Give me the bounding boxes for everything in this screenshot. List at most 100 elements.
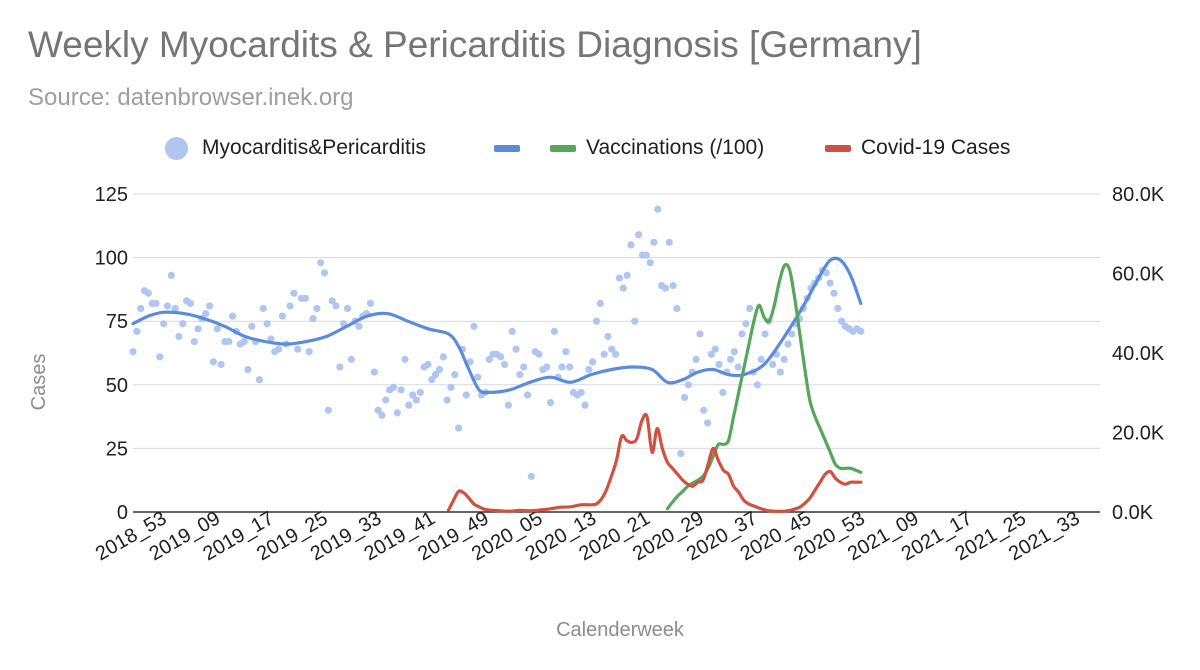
scatter-point (336, 363, 344, 371)
scatter-point (332, 302, 340, 310)
scatter-point (661, 284, 670, 292)
scatter-point (259, 304, 267, 313)
scatter-point (520, 363, 528, 371)
scatter-point (508, 327, 516, 335)
scatter-point (405, 401, 413, 409)
scatter-point (171, 304, 179, 313)
scatter-point (623, 271, 631, 280)
scatter-point (317, 259, 325, 267)
scatter-point (546, 399, 555, 407)
scatter-point (194, 325, 202, 333)
scatter-point (577, 388, 585, 397)
scatter-point (432, 371, 440, 379)
scatter-point (129, 348, 137, 356)
legend-item-trendline[interactable] (494, 131, 530, 165)
scatter-point (562, 348, 570, 356)
scatter-point (612, 350, 620, 358)
legend-item-myocarditis[interactable]: Myocarditis&Pericarditis (165, 131, 426, 165)
scatter-point (240, 337, 248, 346)
scatter-point (604, 332, 612, 341)
scatter-point (343, 304, 352, 313)
y-tick-label: 125 (95, 184, 128, 206)
scatter-point (834, 304, 842, 313)
scatter-point (439, 353, 447, 361)
scatter-point (324, 406, 332, 414)
scatter-point (527, 472, 535, 480)
scatter-point (608, 345, 616, 353)
legend: Myocarditis&Pericarditis Vaccinations (/… (0, 131, 1200, 165)
scatter-point (466, 358, 474, 366)
scatter-point (769, 360, 777, 369)
y-axis-title: Cases (28, 354, 50, 411)
scatter-point (558, 363, 566, 371)
scatter-point (838, 317, 846, 325)
scatter-point (190, 337, 198, 346)
legend-item-covid[interactable]: Covid-19 Cases (825, 131, 1010, 165)
scatter-point (393, 409, 401, 417)
scatter-point (294, 345, 302, 353)
scatter-point (301, 294, 309, 302)
scatter-point (592, 317, 601, 325)
scatter-point (313, 304, 321, 313)
scatter-point (175, 332, 183, 341)
scatter-point (669, 281, 677, 290)
chart-subtitle: Source: datenbrowser.inek.org (28, 84, 354, 111)
scatter-point (826, 279, 834, 287)
y-tick-label: 100 (95, 248, 128, 270)
scatter-point (654, 205, 662, 213)
scatter-point (780, 355, 788, 363)
scatter-point (355, 322, 363, 330)
scatter-point (585, 365, 593, 374)
scatter-point (144, 289, 152, 297)
scatter-point (497, 353, 505, 361)
scatter-point (631, 317, 639, 325)
scatter-point (137, 304, 145, 313)
scatter-point (186, 299, 195, 307)
scatter-point (389, 383, 398, 391)
scatter-point (730, 348, 738, 356)
legend-line-red-icon (825, 144, 851, 152)
y-right-tick-label: 0.0K (1112, 502, 1154, 524)
vaccinations-series (665, 262, 863, 511)
y-tick-label: 25 (106, 438, 128, 460)
scatter-point (366, 299, 375, 307)
y-right-tick-label: 60.0K (1112, 264, 1165, 286)
scatter-point (412, 396, 421, 404)
left-axis-ticks: 125 100 75 50 25 0 (95, 184, 128, 524)
scatter-point (857, 327, 865, 335)
scatter-point (206, 302, 214, 310)
y-tick-label: 50 (106, 375, 128, 397)
scatter-point (451, 371, 459, 379)
scatter-point (320, 269, 329, 277)
scatter-point (822, 269, 830, 277)
scatter-point (401, 355, 409, 363)
scatter-point (535, 350, 543, 358)
legend-label-vaccinations: Vaccinations (/100) (586, 136, 765, 159)
scatter-point (504, 401, 512, 409)
legend-item-vaccinations[interactable]: Vaccinations (/100) (550, 131, 764, 165)
y-tick-label: 75 (106, 311, 128, 333)
x-axis-title: Calenderweek (556, 619, 685, 641)
scatter-point (286, 302, 294, 310)
scatter-point (700, 406, 708, 414)
scatter-point (416, 388, 424, 397)
scatter-point (244, 365, 252, 374)
trendline-series (131, 256, 863, 395)
scatter-point (213, 325, 221, 333)
scatter-point (757, 355, 765, 363)
scatter-series (129, 205, 865, 480)
scatter-point (290, 289, 298, 297)
scatter-point (761, 330, 769, 338)
scatter-point (443, 396, 451, 404)
scatter-point (642, 251, 650, 259)
scatter-point (615, 274, 624, 282)
scatter-point (673, 304, 681, 313)
scatter-point (133, 327, 141, 335)
y-right-tick-label: 80.0K (1112, 184, 1165, 206)
scatter-point (581, 401, 589, 409)
scatter-point (665, 238, 673, 246)
scatter-point (742, 320, 750, 328)
scatter-point (202, 309, 210, 318)
scatter-point (589, 358, 597, 366)
scatter-point (470, 322, 478, 330)
